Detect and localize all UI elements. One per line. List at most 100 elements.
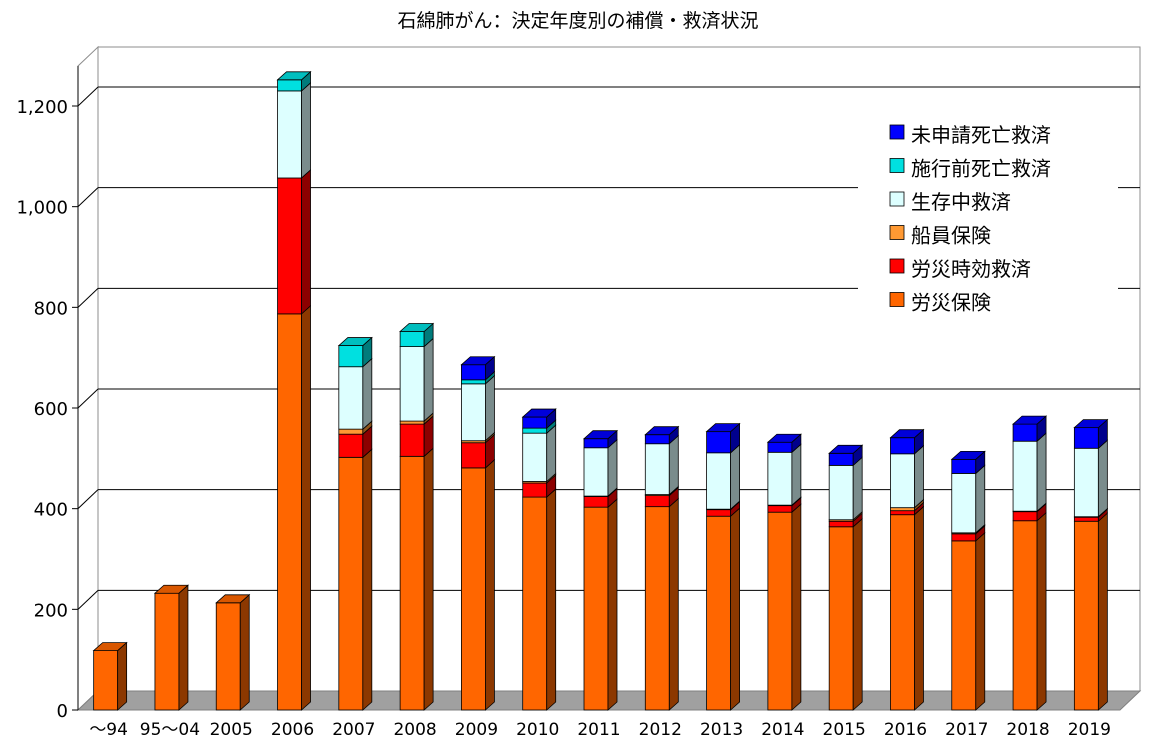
bar-side [1097, 439, 1108, 518]
bar-face [522, 496, 548, 711]
bar-segment [1073, 512, 1108, 711]
x-tick-label: 2017 [945, 720, 988, 740]
bar-side [301, 82, 311, 179]
bar-segment [277, 304, 311, 711]
bar-side [301, 304, 311, 711]
bar-side [1097, 512, 1108, 711]
bar-segment [706, 507, 740, 711]
bar-segment [890, 444, 924, 509]
bar-face [338, 433, 364, 458]
bar-face [951, 533, 977, 542]
bar-face [277, 313, 302, 711]
y-tick-label: 400 [34, 500, 68, 521]
bar-top [766, 433, 802, 443]
bar-face [767, 505, 793, 513]
bar-segment [399, 322, 435, 348]
x-tick-label: 2015 [823, 720, 866, 740]
bar-segment [1073, 418, 1109, 450]
bar-face [706, 431, 731, 454]
bar-face [890, 507, 915, 512]
bar-segment [583, 498, 618, 711]
x-tick-label: 2005 [210, 720, 253, 740]
legend-item: 労災保険 [889, 291, 991, 315]
bar-face [522, 482, 548, 498]
bar-segment [828, 456, 863, 521]
bar-side [117, 641, 128, 711]
bar-top [705, 423, 741, 433]
bar-side [239, 593, 250, 711]
gridline-depth [77, 86, 99, 107]
bar-face [399, 455, 425, 711]
bar-face [461, 467, 486, 711]
bar-segment [277, 169, 311, 315]
bar-top [92, 642, 128, 652]
bar-top [828, 444, 864, 454]
bar-top [460, 356, 496, 366]
legend-swatch [889, 124, 905, 140]
bar-side [1036, 432, 1047, 513]
bar-side [852, 456, 863, 521]
bar-segment [337, 336, 373, 368]
x-tick-label: ～94 [89, 720, 128, 740]
bar-face [767, 511, 793, 711]
bar-face [583, 447, 609, 497]
legend-label: 労災時効救済 [911, 257, 1031, 281]
y-tick-label: 600 [34, 399, 68, 420]
bar-segment [522, 488, 557, 711]
bar-face [767, 441, 793, 453]
gridline-depth [77, 589, 99, 610]
bar-segment [706, 443, 740, 511]
bar-segment [767, 503, 802, 711]
x-tick-label: 2016 [884, 720, 927, 740]
bar-segment [1073, 439, 1108, 518]
bar-side [607, 498, 618, 711]
bar-face [277, 177, 302, 315]
chart-title: 石綿肺がん：決定年度別の補償・救済状況 [397, 10, 759, 32]
bar-face [890, 437, 915, 455]
bar-segment [828, 517, 863, 711]
bar-face [583, 438, 609, 449]
bar-face [890, 453, 915, 509]
bar-face [399, 423, 425, 457]
bar-side [362, 357, 373, 431]
legend-item: 労災時効救済 [889, 257, 1031, 281]
legend-label: 船員保険 [911, 224, 991, 248]
legend-item: 船員保険 [889, 224, 991, 248]
bar-side [975, 464, 986, 534]
x-tick-label: 2006 [271, 720, 314, 740]
bar-side [914, 505, 924, 711]
bar-face [338, 345, 364, 368]
bar-segment [153, 584, 189, 711]
bar-segment [705, 422, 741, 454]
bar-face [1073, 520, 1099, 711]
bar-face [644, 443, 670, 495]
bar-face [1073, 447, 1099, 518]
bar-side [178, 584, 189, 711]
bar-side [791, 443, 802, 507]
side-wall [77, 45, 99, 712]
bar-segment [951, 531, 986, 711]
bar-side [301, 169, 311, 315]
bar-side [730, 507, 740, 711]
bar-face [522, 432, 548, 482]
legend-label: 施行前死亡救済 [911, 157, 1051, 181]
bar-segment [461, 374, 495, 442]
bar-face [461, 442, 486, 469]
bar-side [668, 434, 679, 496]
bar-face [154, 592, 180, 711]
bar-side [607, 438, 618, 497]
bar-side [791, 503, 802, 711]
bar-face [277, 79, 302, 92]
y-tick-label: 0 [57, 701, 68, 722]
bar-face [461, 379, 486, 385]
bar-face [951, 540, 977, 711]
legend-item: 生存中救済 [889, 190, 1011, 214]
bar-face [828, 452, 854, 466]
bar-top [644, 426, 680, 436]
bar-face [890, 510, 915, 516]
x-tick-label: 2012 [639, 720, 682, 740]
gridline-depth [77, 287, 99, 308]
bar-segment [461, 459, 495, 711]
x-tick-label: 2019 [1068, 720, 1111, 740]
